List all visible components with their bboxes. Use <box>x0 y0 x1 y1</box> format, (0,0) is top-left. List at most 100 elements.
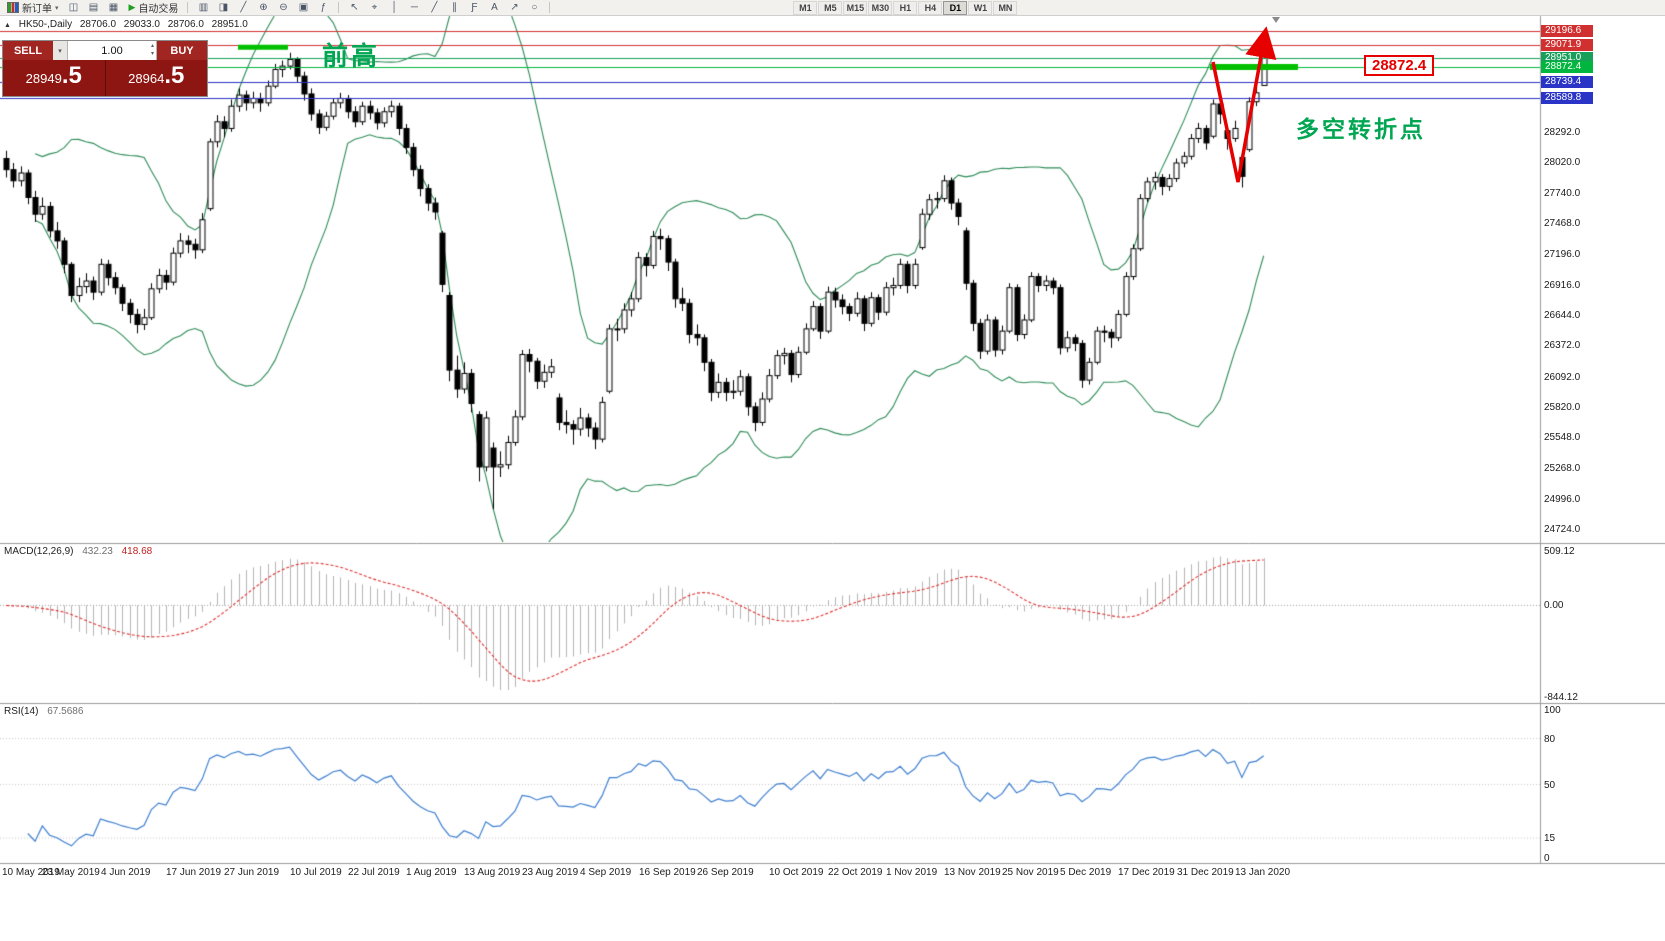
order-type-dropdown[interactable]: ▾ <box>53 41 68 60</box>
fibonacci-icon: Ƒ <box>471 1 478 13</box>
price-callout-label: 28872.4 <box>1364 55 1435 76</box>
auto-trading-button[interactable]: ▶ 自动交易 <box>125 1 183 15</box>
spinner-down-icon: ▾ <box>150 51 154 57</box>
crosshair-button[interactable]: ⌖ <box>364 1 384 15</box>
text-icon: A <box>491 1 498 13</box>
volume-value: 1.00 <box>101 44 123 57</box>
buy-label: BUY <box>170 44 194 57</box>
date-label: 13 Jan 2020 <box>1235 867 1291 878</box>
tile-windows-button[interactable]: ▣ <box>293 1 313 15</box>
channel-button[interactable]: ∥ <box>444 1 464 15</box>
rsi-value: 67.5686 <box>47 706 84 717</box>
macd-axis-label: -844.12 <box>1544 692 1578 703</box>
timeframe-m30[interactable]: M30 <box>868 0 893 15</box>
price-axis-label: 27740.0 <box>1544 188 1581 199</box>
price-axis-label: 28292.0 <box>1544 127 1581 138</box>
rsi-axis-label: 15 <box>1544 833 1556 844</box>
fibonacci-button[interactable]: Ƒ <box>464 1 484 15</box>
tile-windows-icon: ▣ <box>298 1 309 13</box>
price-axis-label: 26644.0 <box>1544 310 1581 321</box>
macd-axis-label: 0.00 <box>1544 600 1564 611</box>
text-button[interactable]: A <box>484 1 504 15</box>
arrow-tool-icon: ↗ <box>510 1 519 13</box>
shapes-icon: ○ <box>531 1 538 13</box>
new-order-label: 新订单 <box>22 4 52 15</box>
timeframe-m15[interactable]: M15 <box>843 0 868 15</box>
timeframe-mn[interactable]: MN <box>993 0 1018 15</box>
rsi-axis-label: 50 <box>1544 780 1556 791</box>
date-label: 1 Nov 2019 <box>886 867 938 878</box>
timeframe-d1[interactable]: D1 <box>943 0 968 15</box>
horizontal-line-button[interactable]: ─ <box>404 1 424 15</box>
market-watch-button[interactable]: ▦ <box>104 1 124 15</box>
volume-input[interactable]: 1.00 ▴ ▾ <box>68 41 157 60</box>
symbol-marker-icon: ▲ <box>4 22 11 29</box>
market-watch-icon: ▦ <box>108 1 119 13</box>
timeframe-m1[interactable]: M1 <box>793 0 818 15</box>
price-tag: 28589.8 <box>1541 92 1593 104</box>
date-label: 13 Aug 2019 <box>464 867 521 878</box>
date-label: 17 Dec 2019 <box>1118 867 1175 878</box>
macd-title: MACD(12,26,9) <box>4 546 74 557</box>
timeframe-h1[interactable]: H1 <box>893 0 918 15</box>
line-chart-button[interactable]: ╱ <box>233 1 253 15</box>
date-label: 27 Jun 2019 <box>224 867 280 878</box>
autotrading-play-icon: ▶ <box>128 2 136 12</box>
buy-price[interactable]: 28964 .5 <box>106 60 208 96</box>
shapes-button[interactable]: ○ <box>524 1 544 15</box>
bar-chart-icon: ▥ <box>198 1 209 13</box>
new-order-button[interactable]: 新订单 ▾ <box>3 1 63 15</box>
chart-window-button[interactable]: ◫ <box>64 1 84 15</box>
high-value: 29033.0 <box>123 19 160 30</box>
profiles-button[interactable]: ▤ <box>84 1 104 15</box>
crosshair-icon: ⌖ <box>371 1 378 13</box>
price-axis-label: 24724.0 <box>1544 524 1581 535</box>
timeframe-h4[interactable]: H4 <box>918 0 943 15</box>
date-label: 13 Nov 2019 <box>944 867 1001 878</box>
timeframe-w1[interactable]: W1 <box>968 0 993 15</box>
sell-label: SELL <box>13 44 43 57</box>
rsi-header: RSI(14) 67.5686 <box>4 706 83 717</box>
timeframe-m5[interactable]: M5 <box>818 0 843 15</box>
symbol-period-label: HK50-,Daily <box>18 19 73 30</box>
one-click-trading-panel: SELL ▾ 1.00 ▴ ▾ BUY 28949 .5 28964 <box>2 40 208 97</box>
rsi-title: RSI(14) <box>4 706 39 717</box>
sell-price[interactable]: 28949 .5 <box>3 60 106 96</box>
cursor-button[interactable]: ↖ <box>344 1 364 15</box>
volume-spinner[interactable]: ▴ ▾ <box>151 42 154 58</box>
zoom-out-button[interactable]: ⊖ <box>273 1 293 15</box>
price-axis-label: 27468.0 <box>1544 218 1581 229</box>
zoom-in-button[interactable]: ⊕ <box>253 1 273 15</box>
annotation-turning-point: 多空转折点 <box>1296 116 1426 142</box>
toolbar-separator <box>549 2 551 13</box>
toolbar-group-chart-tools: ▥ ◨ ╱ ⊕ ⊖ ▣ ƒ <box>193 1 333 15</box>
new-order-icon <box>7 2 19 13</box>
price-axis-label: 26092.0 <box>1544 372 1581 383</box>
chevron-down-icon: ▾ <box>55 4 59 12</box>
cursor-icon: ↖ <box>350 1 359 13</box>
date-label: 1 Aug 2019 <box>406 867 457 878</box>
date-label: 23 May 2019 <box>42 867 100 878</box>
date-label: 5 Dec 2019 <box>1060 867 1112 878</box>
date-label: 4 Jun 2019 <box>101 867 151 878</box>
arrow-tool-button[interactable]: ↗ <box>504 1 524 15</box>
macd-signal-value: 418.68 <box>121 546 153 557</box>
vertical-line-icon: │ <box>391 1 398 13</box>
buy-button[interactable]: BUY <box>157 41 207 60</box>
zoom-out-icon: ⊖ <box>279 1 288 13</box>
bar-chart-button[interactable]: ▥ <box>193 1 213 15</box>
date-label: 10 May 2019 <box>2 867 60 878</box>
date-label: 22 Oct 2019 <box>828 867 883 878</box>
line-chart-icon: ╱ <box>240 1 247 13</box>
candlestick-chart-button[interactable]: ◨ <box>213 1 233 15</box>
trendline-button[interactable]: ╱ <box>424 1 444 15</box>
price-tag: 29196.6 <box>1541 25 1593 37</box>
indicators-icon: ƒ <box>320 1 327 13</box>
sell-button[interactable]: SELL <box>3 41 53 60</box>
price-tag: 28872.4 <box>1541 61 1593 73</box>
indicators-button[interactable]: ƒ <box>313 1 333 15</box>
horizontal-line-icon: ─ <box>410 1 418 13</box>
vertical-line-button[interactable]: │ <box>384 1 404 15</box>
